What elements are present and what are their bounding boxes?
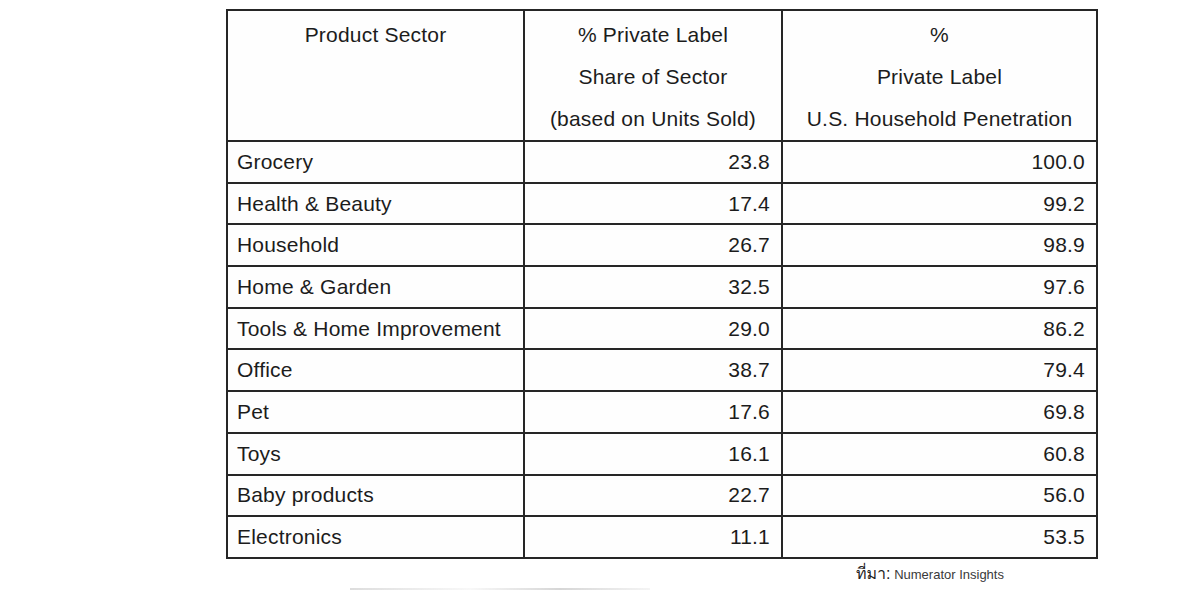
cell-penetration: 86.2 (782, 308, 1097, 350)
table-row: Grocery 23.8 100.0 (227, 141, 1097, 183)
header-household-penetration: % Private Label U.S. Household Penetrati… (782, 10, 1097, 141)
cell-penetration: 56.0 (782, 475, 1097, 517)
header-line: % (783, 14, 1096, 56)
cell-sector: Tools & Home Improvement (227, 308, 524, 350)
table-header-row: Product Sector % Private Label Share of … (227, 10, 1097, 141)
cell-penetration: 99.2 (782, 183, 1097, 225)
cell-penetration: 98.9 (782, 224, 1097, 266)
table-row: Tools & Home Improvement 29.0 86.2 (227, 308, 1097, 350)
cell-sector: Toys (227, 433, 524, 475)
cell-sector: Health & Beauty (227, 183, 524, 225)
cell-penetration: 100.0 (782, 141, 1097, 183)
header-line: Share of Sector (525, 56, 781, 98)
cell-sector: Home & Garden (227, 266, 524, 308)
source-value: Numerator Insights (891, 567, 1004, 582)
table-row: Health & Beauty 17.4 99.2 (227, 183, 1097, 225)
source-label: ที่มา: (856, 565, 891, 582)
cell-share: 16.1 (524, 433, 782, 475)
table-row: Baby products 22.7 56.0 (227, 475, 1097, 517)
table-row: Office 38.7 79.4 (227, 349, 1097, 391)
table-row: Electronics 11.1 53.5 (227, 516, 1097, 558)
header-line: % Private Label (525, 14, 781, 56)
cell-penetration: 97.6 (782, 266, 1097, 308)
cell-sector: Office (227, 349, 524, 391)
header-product-sector: Product Sector (227, 10, 524, 141)
header-share-of-sector: % Private Label Share of Sector (based o… (524, 10, 782, 141)
cell-penetration: 60.8 (782, 433, 1097, 475)
cell-penetration: 69.8 (782, 391, 1097, 433)
table-row: Household 26.7 98.9 (227, 224, 1097, 266)
cell-share: 29.0 (524, 308, 782, 350)
cell-share: 26.7 (524, 224, 782, 266)
table-row: Pet 17.6 69.8 (227, 391, 1097, 433)
cell-sector: Grocery (227, 141, 524, 183)
private-label-table: Product Sector % Private Label Share of … (226, 9, 1098, 559)
table-row: Home & Garden 32.5 97.6 (227, 266, 1097, 308)
scan-artifact (350, 588, 650, 590)
cell-share: 17.4 (524, 183, 782, 225)
cell-sector: Household (227, 224, 524, 266)
cell-penetration: 79.4 (782, 349, 1097, 391)
cell-share: 22.7 (524, 475, 782, 517)
scanned-document-page: Product Sector % Private Label Share of … (0, 0, 1200, 592)
cell-share: 17.6 (524, 391, 782, 433)
cell-penetration: 53.5 (782, 516, 1097, 558)
cell-sector: Electronics (227, 516, 524, 558)
header-line: Product Sector (228, 14, 523, 56)
cell-sector: Pet (227, 391, 524, 433)
cell-share: 11.1 (524, 516, 782, 558)
cell-sector: Baby products (227, 475, 524, 517)
header-line: (based on Units Sold) (525, 98, 781, 140)
source-note: ที่มา: Numerator Insights (856, 561, 1004, 586)
cell-share: 38.7 (524, 349, 782, 391)
table-row: Toys 16.1 60.8 (227, 433, 1097, 475)
cell-share: 23.8 (524, 141, 782, 183)
header-line: U.S. Household Penetration (783, 98, 1096, 140)
header-line: Private Label (783, 56, 1096, 98)
cell-share: 32.5 (524, 266, 782, 308)
